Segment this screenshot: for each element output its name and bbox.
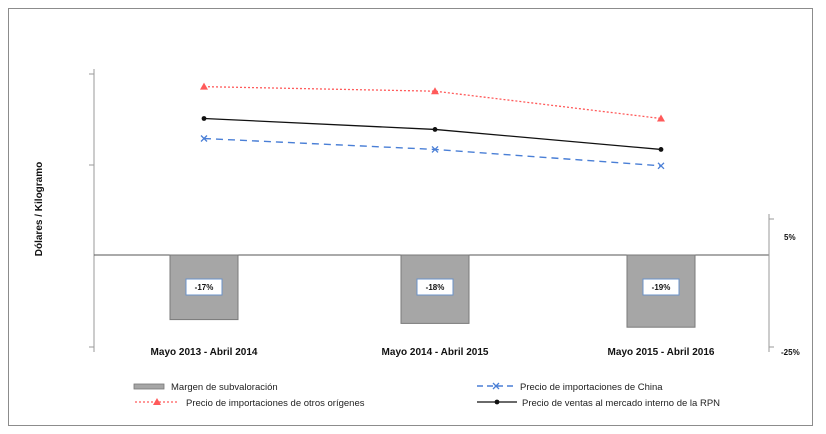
data-point <box>431 145 439 153</box>
bar-data-label: -19% <box>652 283 671 292</box>
series-line <box>203 117 662 151</box>
legend-label: Margen de subvaloración <box>171 382 278 393</box>
bar-label-box <box>416 278 454 296</box>
bar-series: -17% -18% -19% <box>169 254 696 328</box>
data-point <box>657 114 665 122</box>
data-point <box>201 116 207 121</box>
bar-label-box <box>185 278 223 296</box>
secondary-axis-ticks: 5% -25% <box>781 233 800 357</box>
series-line <box>203 86 662 120</box>
legend-swatch-bar <box>133 383 165 390</box>
chart-canvas: Dólares / Kilogramo -17% -18% -19% Mayo 20… <box>34 69 800 409</box>
secondary-tick-label: 5% <box>784 233 796 242</box>
legend-label: Precio de ventas al mercado interno de l… <box>522 398 720 409</box>
legend-label: Precio de importaciones de otros orígene… <box>186 398 365 409</box>
data-point <box>657 162 665 170</box>
x-tick-label: Mayo 2014 - Abril 2015 <box>382 347 489 358</box>
legend-swatch-marker <box>153 398 161 405</box>
legend-label: Precio de importaciones de China <box>520 382 663 393</box>
chart-frame: Dólares / Kilogramo -17% -18% -19% Mayo 20… <box>8 8 813 426</box>
secondary-tick-label: -25% <box>781 348 800 357</box>
x-tick-label: Mayo 2015 - Abril 2016 <box>608 347 715 358</box>
line-series-group <box>200 82 665 170</box>
data-point <box>432 127 438 132</box>
bar-label-box <box>642 278 680 296</box>
y-axis-title: Dólares / Kilogramo <box>34 162 45 256</box>
legend-swatch-marker <box>494 399 500 405</box>
legend-swatch-marker <box>492 382 500 390</box>
bar-data-label: -17% <box>195 283 214 292</box>
data-point <box>200 82 208 90</box>
data-point <box>200 135 208 142</box>
data-point <box>431 87 439 95</box>
legend: Margen de subvaloración Precio de importa… <box>133 382 720 409</box>
x-tick-label: Mayo 2013 - Abril 2014 <box>151 347 258 358</box>
bar-data-label: -18% <box>426 283 445 292</box>
data-point <box>658 147 664 152</box>
category-labels: Mayo 2013 - Abril 2014 Mayo 2014 - Abril … <box>151 347 715 358</box>
